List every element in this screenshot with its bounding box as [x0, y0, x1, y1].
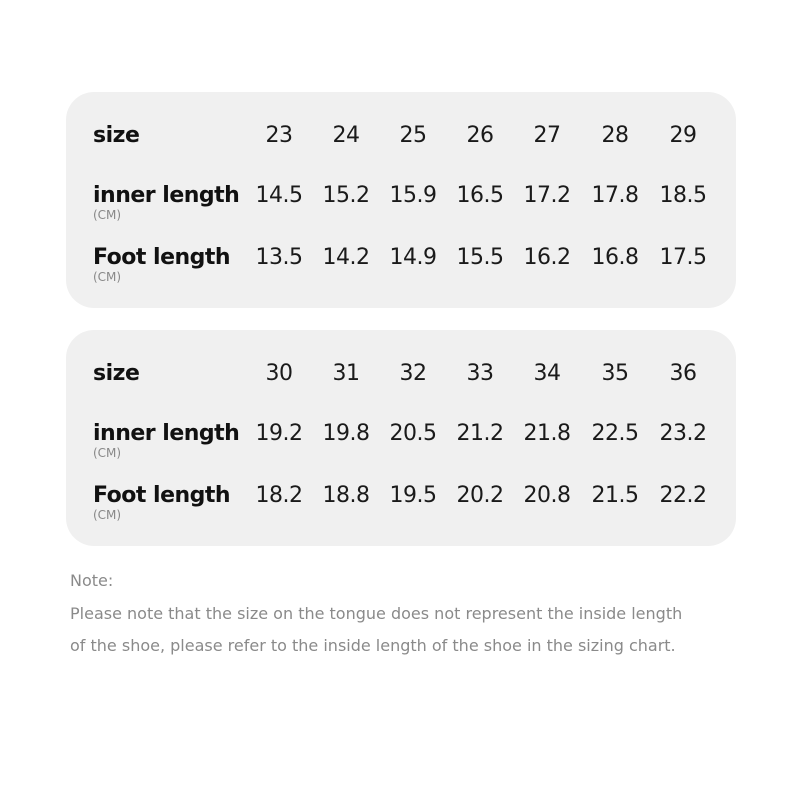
- table-cell: 16.5: [456, 183, 504, 208]
- row-label: size: [93, 361, 140, 386]
- size-table-1: size 23 24 25 26 27 28 29 inner length (CM) 14.5 15…: [66, 92, 736, 308]
- table-row: size 23 24 25 26 27 28 29: [66, 121, 736, 161]
- table-cell: 17.8: [591, 183, 639, 208]
- table-cell: 26: [466, 123, 495, 148]
- table-cell: 36: [669, 361, 698, 386]
- table-cell: 27: [533, 123, 562, 148]
- row-label: Foot length: [93, 245, 231, 270]
- table-cell: 24: [332, 123, 361, 148]
- table-cell: 16.2: [523, 245, 571, 270]
- table-cell: 15.2: [322, 183, 370, 208]
- table-cell: 14.9: [389, 245, 437, 270]
- table-cell: 18.2: [255, 483, 303, 508]
- table-cell: 31: [332, 361, 361, 386]
- table-row: size 30 31 32 33 34 35 36: [66, 359, 736, 399]
- table-cell: 23.2: [659, 421, 707, 446]
- row-unit: (CM): [93, 208, 122, 222]
- row-unit: (CM): [93, 446, 122, 460]
- table-cell: 34: [533, 361, 562, 386]
- note-title: Note:: [70, 571, 114, 590]
- table-cell: 18.8: [322, 483, 370, 508]
- table-cell: 21.8: [523, 421, 571, 446]
- table-cell: 29: [669, 123, 698, 148]
- table-cell: 20.8: [523, 483, 571, 508]
- table-cell: 14.5: [255, 183, 303, 208]
- row-label: inner length: [93, 421, 240, 446]
- table-cell: 25: [399, 123, 428, 148]
- table-cell: 33: [466, 361, 495, 386]
- table-cell: 21.5: [591, 483, 639, 508]
- size-table-2: size 30 31 32 33 34 35 36 inner length (CM) 19.2 19…: [66, 330, 736, 546]
- table-cell: 20.5: [389, 421, 437, 446]
- table-cell: 15.9: [389, 183, 437, 208]
- table-row: Foot length (CM) 13.5 14.2 14.9 15.5 16.2 16.8 1…: [66, 243, 736, 284]
- table-cell: 30: [265, 361, 294, 386]
- table-cell: 19.8: [322, 421, 370, 446]
- table-cell: 18.5: [659, 183, 707, 208]
- note-line-2: of the shoe, please refer to the inside …: [70, 636, 676, 655]
- table-cell: 17.2: [523, 183, 571, 208]
- table-cell: 28: [601, 123, 630, 148]
- table-cell: 22.2: [659, 483, 707, 508]
- table-cell: 13.5: [255, 245, 303, 270]
- table-row: inner length (CM) 19.2 19.8 20.5 21.2 21.8 22.5…: [66, 419, 736, 460]
- row-unit: (CM): [93, 508, 122, 522]
- row-label: size: [93, 123, 140, 148]
- table-cell: 16.8: [591, 245, 639, 270]
- table-cell: 17.5: [659, 245, 707, 270]
- table-cell: 22.5: [591, 421, 639, 446]
- table-cell: 23: [265, 123, 294, 148]
- table-cell: 32: [399, 361, 428, 386]
- row-label: inner length: [93, 183, 240, 208]
- row-label: Foot length: [93, 483, 231, 508]
- table-row: Foot length (CM) 18.2 18.8 19.5 20.2 20.8 21.5 2…: [66, 481, 736, 522]
- table-cell: 19.5: [389, 483, 437, 508]
- table-cell: 14.2: [322, 245, 370, 270]
- table-row: inner length (CM) 14.5 15.2 15.9 16.5 17.2 17.8…: [66, 181, 736, 222]
- note-line-1: Please note that the size on the tongue …: [70, 604, 683, 623]
- table-cell: 35: [601, 361, 630, 386]
- table-cell: 15.5: [456, 245, 504, 270]
- table-cell: 21.2: [456, 421, 504, 446]
- row-unit: (CM): [93, 270, 122, 284]
- table-cell: 19.2: [255, 421, 303, 446]
- table-cell: 20.2: [456, 483, 504, 508]
